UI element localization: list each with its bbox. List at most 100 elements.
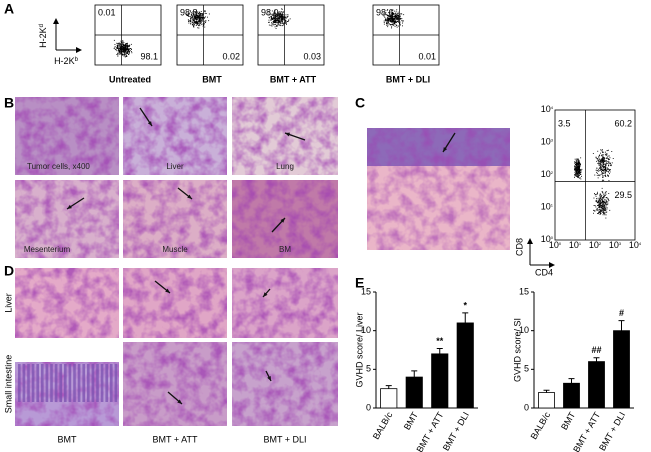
flow-dot bbox=[188, 22, 190, 24]
flow-dot bbox=[123, 47, 125, 49]
flow-dot bbox=[273, 16, 275, 18]
flow-dot bbox=[597, 163, 599, 164]
villus bbox=[64, 364, 67, 402]
flow-dot bbox=[599, 163, 601, 165]
flow-dot bbox=[576, 163, 578, 164]
flow-dot bbox=[125, 43, 127, 45]
flow-dot bbox=[274, 13, 276, 15]
flow-dot bbox=[125, 46, 126, 48]
flow-dot bbox=[194, 14, 196, 16]
flow-dot bbox=[599, 154, 600, 156]
flow-dot bbox=[601, 180, 603, 182]
flow-dot bbox=[599, 175, 601, 177]
flow-dot bbox=[191, 17, 193, 18]
flow-dot bbox=[123, 48, 125, 50]
flow-dot bbox=[604, 195, 606, 196]
flow-dot bbox=[276, 14, 278, 16]
flow-dot bbox=[601, 150, 603, 151]
flow-dot bbox=[601, 170, 603, 171]
tick-label: 102 bbox=[541, 169, 554, 179]
flow-dot bbox=[576, 168, 577, 170]
flow-dot bbox=[118, 45, 120, 47]
flow-dot bbox=[119, 50, 121, 52]
flow-dot bbox=[394, 18, 396, 20]
flow-dot bbox=[397, 11, 399, 13]
flow-dot bbox=[128, 46, 130, 48]
flow-dot bbox=[120, 47, 121, 49]
flow-dot bbox=[602, 162, 604, 164]
flow-dot bbox=[604, 173, 606, 175]
flow-dot bbox=[603, 207, 605, 209]
flow-dot bbox=[397, 15, 399, 17]
flow-dot bbox=[574, 161, 575, 163]
flow-dot bbox=[131, 52, 133, 54]
flow-dot bbox=[274, 15, 276, 17]
flow-dot bbox=[198, 21, 199, 23]
flow-dot bbox=[116, 54, 118, 55]
flow-dot bbox=[607, 203, 609, 205]
flow-dot bbox=[282, 15, 283, 17]
flow-dot bbox=[280, 20, 282, 22]
arrow-head bbox=[165, 288, 170, 293]
flow-dot bbox=[601, 169, 603, 171]
flow-dot bbox=[193, 15, 195, 17]
flow-dot bbox=[202, 17, 204, 19]
flow-dot bbox=[284, 23, 286, 24]
lumen bbox=[15, 342, 119, 362]
flow-dot bbox=[274, 19, 276, 21]
flow-dot bbox=[198, 21, 200, 22]
flow-dot bbox=[607, 158, 609, 160]
flow-dot bbox=[276, 20, 278, 22]
flow-dot bbox=[579, 171, 581, 172]
flow-dot bbox=[603, 158, 605, 160]
flow-dot bbox=[388, 20, 390, 22]
flow-dot bbox=[600, 158, 602, 160]
y-axis-title: GVHD score/ Liver bbox=[354, 312, 364, 387]
flow-dot bbox=[391, 14, 392, 16]
flow-dot bbox=[578, 166, 580, 168]
error-bar bbox=[543, 389, 550, 393]
flow-dot bbox=[606, 150, 608, 151]
flow-dot bbox=[605, 176, 607, 177]
flow-dot bbox=[604, 168, 606, 170]
quadrant-value: 29.5 bbox=[614, 190, 632, 200]
flow-dot bbox=[383, 14, 385, 16]
flow-dot bbox=[199, 18, 201, 20]
flow-dot bbox=[387, 16, 389, 17]
flow-dot bbox=[197, 27, 199, 29]
flow-dot bbox=[276, 18, 278, 20]
flow-dot bbox=[275, 22, 276, 24]
flow-dot bbox=[602, 172, 604, 173]
flow-dot bbox=[603, 161, 605, 163]
flow-dot bbox=[605, 160, 607, 162]
significance-label: ** bbox=[436, 336, 444, 346]
flow-dot bbox=[125, 43, 126, 45]
flow-dot bbox=[607, 175, 609, 176]
flow-dot bbox=[190, 10, 191, 12]
flow-dot bbox=[114, 47, 116, 49]
flow-dot bbox=[578, 172, 579, 174]
flow-dot bbox=[130, 51, 132, 52]
flow-dot bbox=[122, 47, 124, 48]
flow-dot bbox=[395, 13, 397, 14]
flow-dot bbox=[601, 204, 603, 206]
flow-dot bbox=[126, 44, 127, 46]
flow-dot bbox=[278, 15, 280, 17]
significance-label: * bbox=[463, 300, 467, 310]
flow-dot bbox=[399, 17, 401, 19]
flow-dot bbox=[385, 20, 387, 21]
flow-dot bbox=[391, 15, 392, 16]
flow-dot bbox=[271, 25, 273, 27]
flow-dot bbox=[280, 20, 282, 22]
flow-dot bbox=[603, 201, 604, 203]
flow-dot bbox=[577, 170, 578, 172]
tick-exp: 0 bbox=[551, 235, 554, 240]
flow-dot bbox=[187, 19, 189, 21]
flow-dot bbox=[595, 169, 597, 171]
y-tick-label: 0 bbox=[366, 402, 371, 412]
flow-dot bbox=[128, 48, 130, 50]
flow-dot bbox=[193, 25, 194, 27]
flow-dot bbox=[392, 16, 394, 17]
flow-dot bbox=[273, 11, 275, 13]
villus bbox=[41, 364, 44, 402]
